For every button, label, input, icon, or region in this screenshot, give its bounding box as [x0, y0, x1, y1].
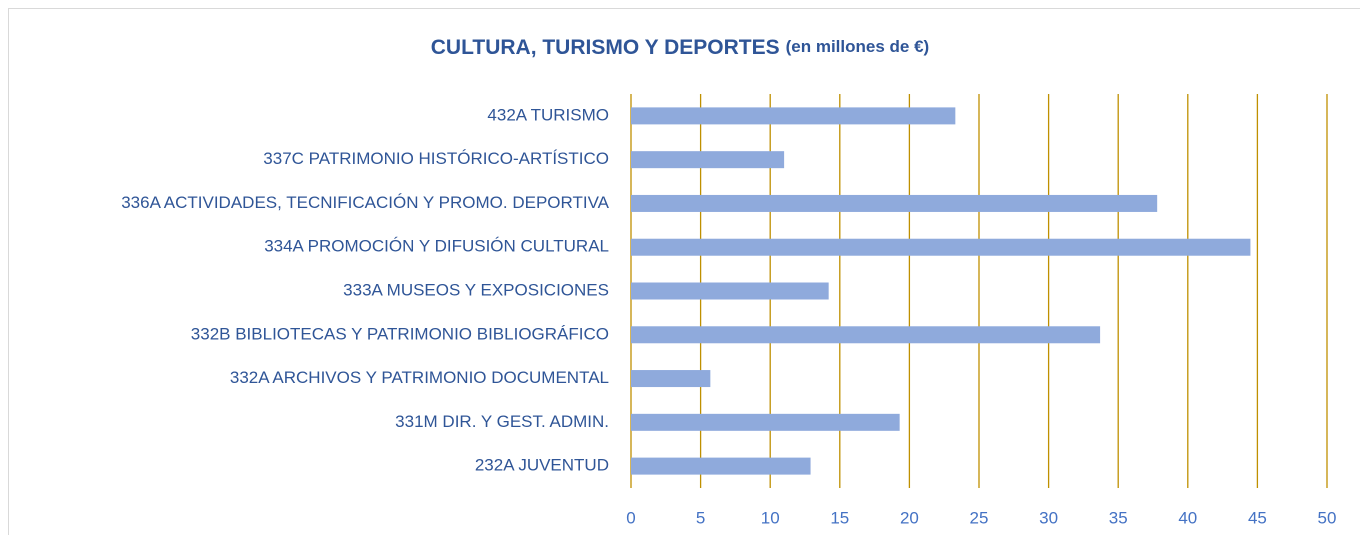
- y-tick-label: 332A ARCHIVOS Y PATRIMONIO DOCUMENTAL: [230, 368, 609, 387]
- bar: [631, 370, 710, 387]
- x-tick-label: 30: [1039, 508, 1058, 527]
- bar: [631, 107, 955, 124]
- y-tick-label: 332B BIBLIOTECAS Y PATRIMONIO BIBLIOGRÁF…: [191, 324, 609, 343]
- bar: [631, 239, 1250, 256]
- bar: [631, 195, 1157, 212]
- x-tick-label: 35: [1109, 508, 1128, 527]
- y-tick-label: 334A PROMOCIÓN Y DIFUSIÓN CULTURAL: [264, 237, 609, 256]
- x-tick-label: 25: [970, 508, 989, 527]
- y-tick-label: 337C PATRIMONIO HISTÓRICO-ARTÍSTICO: [263, 149, 609, 168]
- y-tick-label: 336A ACTIVIDADES, TECNIFICACIÓN Y PROMO.…: [121, 193, 609, 212]
- chart-subtitle: (en millones de €): [786, 37, 930, 56]
- y-tick-label: 232A JUVENTUD: [475, 456, 609, 475]
- y-tick-label: 333A MUSEOS Y EXPOSICIONES: [343, 280, 609, 299]
- bar: [631, 414, 900, 431]
- bar: [631, 151, 784, 168]
- bar: [631, 326, 1100, 343]
- bar: [631, 283, 829, 300]
- x-tick-label: 20: [900, 508, 919, 527]
- x-tick-label: 15: [830, 508, 849, 527]
- x-tick-label: 50: [1318, 508, 1337, 527]
- y-tick-label: 432A TURISMO: [487, 105, 609, 124]
- chart-title: CULTURA, TURISMO Y DEPORTES: [431, 36, 780, 59]
- x-tick-label: 0: [626, 508, 635, 527]
- chart-title-group: CULTURA, TURISMO Y DEPORTES (en millones …: [431, 36, 929, 59]
- bar: [631, 458, 811, 475]
- x-tick-label: 40: [1178, 508, 1197, 527]
- chart-border: [9, 9, 1360, 536]
- x-tick-label: 45: [1248, 508, 1267, 527]
- x-tick-label: 5: [696, 508, 705, 527]
- x-tick-label: 10: [761, 508, 780, 527]
- y-tick-label: 331M DIR. Y GEST. ADMIN.: [395, 412, 609, 431]
